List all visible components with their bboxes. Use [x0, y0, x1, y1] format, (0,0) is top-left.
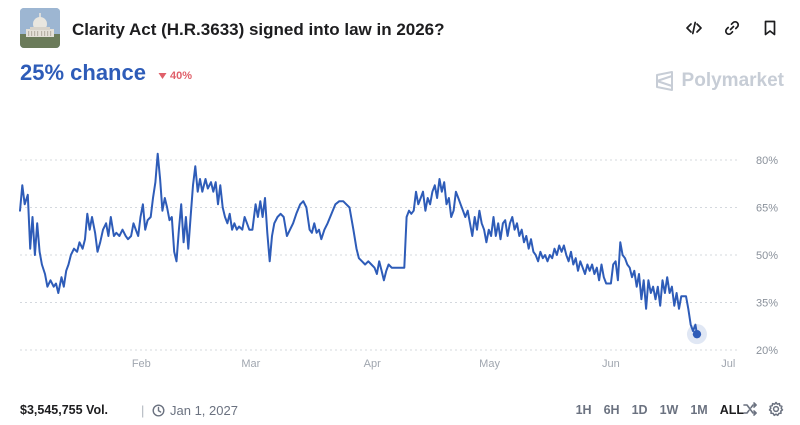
volume-value: $3,545,755 Vol.: [20, 403, 109, 417]
range-button-all[interactable]: ALL: [719, 403, 744, 417]
shuffle-icon[interactable]: [742, 401, 758, 420]
polymarket-logo: Polymarket: [654, 70, 784, 92]
market-title: Clarity Act (H.R.3633) signed into law i…: [72, 20, 445, 39]
y-tick-label: 20%: [756, 345, 778, 357]
current-point-marker: [692, 329, 702, 339]
settings-gear-icon[interactable]: [768, 401, 784, 420]
embed-code-icon[interactable]: [684, 18, 704, 38]
y-tick-label: 80%: [756, 155, 778, 167]
market-header: Clarity Act (H.R.3633) signed into law i…: [20, 8, 780, 50]
end-date-label: Jan 1, 2027: [170, 403, 238, 418]
x-tick-label: Jun: [602, 358, 620, 370]
range-button-1m[interactable]: 1M: [690, 403, 708, 417]
range-button-1h[interactable]: 1H: [575, 403, 592, 417]
x-tick-label: May: [479, 358, 500, 370]
triangle-down-icon: [158, 73, 167, 79]
x-tick-label: Jul: [721, 358, 735, 370]
x-tick-label: Apr: [364, 358, 381, 370]
range-button-6h[interactable]: 6H: [603, 403, 620, 417]
market-thumbnail: [20, 8, 60, 48]
y-tick-label: 35%: [756, 298, 778, 310]
probability-line: [19, 152, 698, 336]
y-tick-label: 65%: [756, 203, 778, 215]
x-tick-label: Mar: [241, 358, 260, 370]
clock-icon: [152, 404, 165, 417]
bookmark-icon[interactable]: [760, 18, 780, 38]
price-chart[interactable]: 80% 65% 50% 35% 20% Feb Mar Apr May Jun Jul: [0, 120, 800, 380]
chart-footer: $3,545,755 Vol. | Jan 1, 2027 1H 6H 1D 1W 1M…: [20, 401, 784, 421]
range-button-1d[interactable]: 1D: [631, 403, 648, 417]
end-date: Jan 1, 2027: [152, 403, 238, 418]
time-range-selector: 1H 6H 1D 1W 1M ALL: [576, 403, 744, 417]
footer-separator: |: [141, 403, 145, 418]
change-value: 40%: [169, 70, 192, 82]
probability-summary: 25% chance 40%: [20, 60, 192, 86]
range-button-1w[interactable]: 1W: [659, 403, 679, 417]
y-tick-label: 50%: [756, 250, 778, 262]
polymarket-logo-icon: [655, 71, 673, 91]
link-icon[interactable]: [722, 18, 742, 38]
change-badge: 40%: [158, 70, 192, 82]
chance-value: 25% chance: [20, 60, 146, 85]
brand-name: Polymarket: [681, 70, 784, 91]
x-tick-label: Feb: [132, 358, 151, 370]
